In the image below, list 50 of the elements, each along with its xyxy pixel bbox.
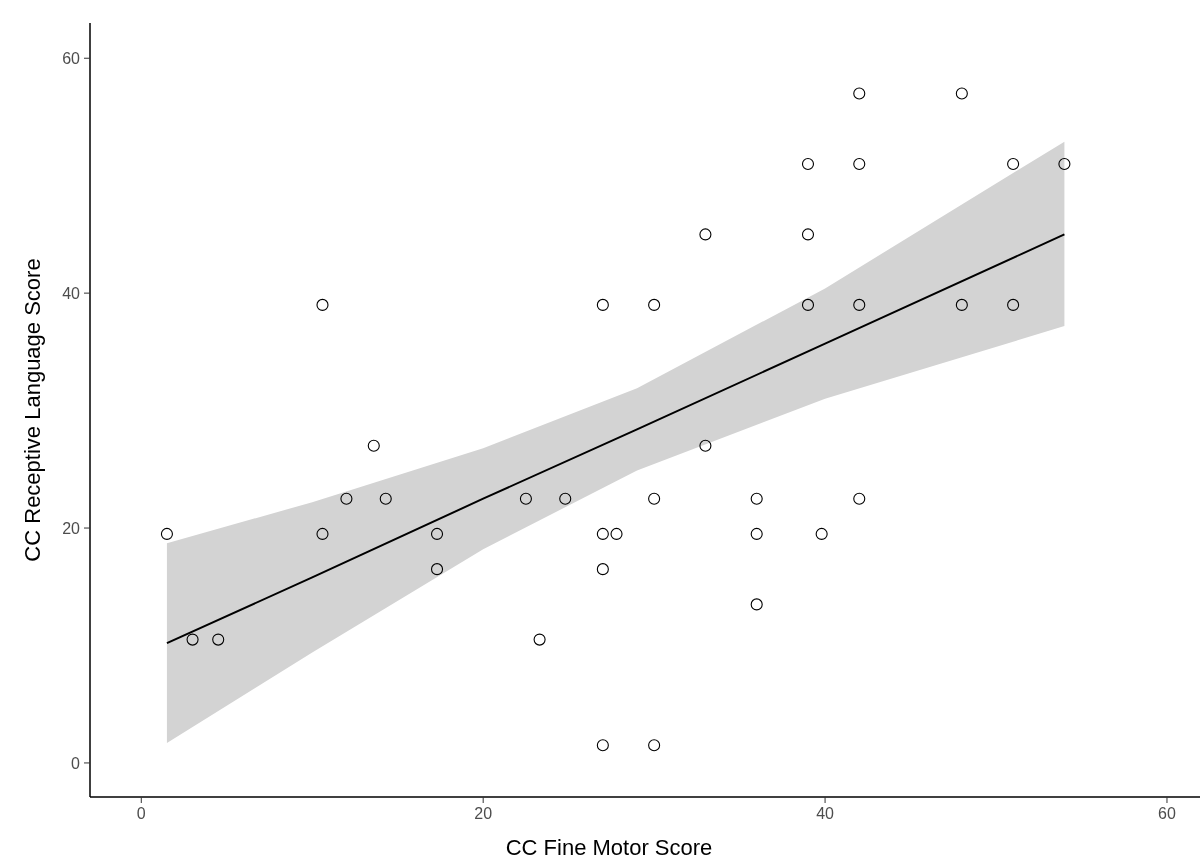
point xyxy=(853,492,866,505)
point xyxy=(1007,298,1020,311)
point xyxy=(750,492,763,505)
y-tick-label: 40 xyxy=(62,284,81,302)
point xyxy=(801,298,815,311)
x-tick-label: 40 xyxy=(816,805,835,822)
y-tick-label: 20 xyxy=(62,519,81,537)
point xyxy=(610,527,623,540)
x-tick-label: 0 xyxy=(136,805,146,822)
point xyxy=(801,157,815,170)
x-tick-label: 60 xyxy=(1158,805,1176,822)
point xyxy=(1007,157,1020,170)
point xyxy=(955,87,968,100)
point xyxy=(212,633,225,646)
point xyxy=(596,563,609,576)
point xyxy=(699,228,712,241)
point xyxy=(648,298,661,311)
point xyxy=(750,527,763,540)
point xyxy=(699,439,712,452)
point xyxy=(316,527,329,540)
point xyxy=(596,739,609,752)
point xyxy=(316,298,329,311)
point xyxy=(596,527,609,540)
point xyxy=(559,492,572,505)
point xyxy=(430,527,444,540)
point xyxy=(648,492,661,505)
point xyxy=(186,633,199,646)
point xyxy=(340,492,353,505)
point xyxy=(519,492,532,505)
point xyxy=(160,527,173,540)
point xyxy=(955,298,968,311)
point xyxy=(367,439,380,452)
point xyxy=(853,87,866,100)
x-tick-label: 20 xyxy=(474,805,493,822)
line-series xyxy=(165,233,1066,645)
y-tick-label: 0 xyxy=(71,754,81,772)
point xyxy=(596,298,609,311)
point xyxy=(853,157,866,170)
point xyxy=(815,527,828,540)
point xyxy=(801,228,815,241)
point xyxy=(379,492,392,505)
point xyxy=(1058,157,1071,170)
point xyxy=(750,598,763,611)
point xyxy=(648,739,661,752)
x-axis-title: CC Fine Motor Score xyxy=(505,835,713,860)
point xyxy=(533,633,546,646)
y-tick-label: 60 xyxy=(62,49,81,67)
point xyxy=(853,298,866,311)
point xyxy=(430,563,444,576)
y-axis-title: CC Receptive Language Score xyxy=(20,258,45,562)
